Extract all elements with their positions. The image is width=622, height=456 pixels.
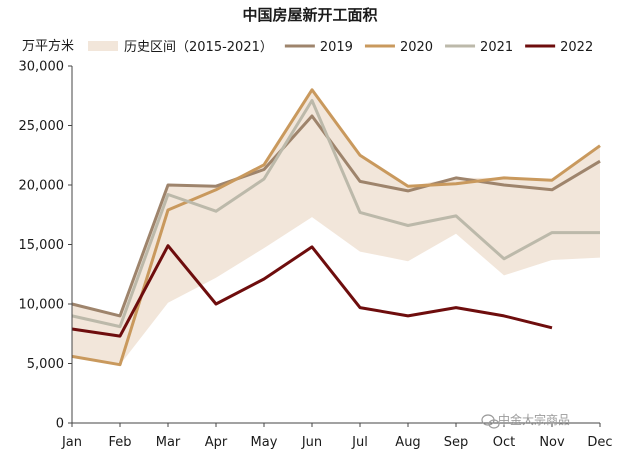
series-line-2020 xyxy=(71,88,601,367)
y-tick-label: 30,000 xyxy=(19,60,65,75)
watermark: 中金大宗商品 xyxy=(481,412,570,429)
x-tick-label: Aug xyxy=(395,435,420,450)
legend: 历史区间（2015-2021） 2019 2020 2021 2022 xyxy=(88,40,593,55)
x-tick-label: Sep xyxy=(444,435,469,450)
axes: 0 5,000 10,000 15,000 20,000 25,000 30,000 Jan F… xyxy=(19,60,613,451)
x-tick-label: Dec xyxy=(587,435,612,450)
x-tick-label: Mar xyxy=(156,435,181,450)
legend-swatch-band xyxy=(88,41,118,51)
x-tick-label: Jun xyxy=(301,435,322,450)
x-tick-label: Feb xyxy=(108,435,131,450)
series-line-2022 xyxy=(71,244,553,338)
y-tick-label: 0 xyxy=(56,417,64,432)
x-tick-label: Jan xyxy=(61,435,82,450)
y-axis-unit: 万平方米 xyxy=(22,38,74,54)
plot-area xyxy=(71,88,601,367)
legend-label-2022: 2022 xyxy=(560,40,593,55)
x-tick-label: May xyxy=(251,435,278,450)
legend-label-2020: 2020 xyxy=(400,40,433,55)
y-tick-label: 20,000 xyxy=(19,179,65,194)
y-tick-label: 15,000 xyxy=(19,238,65,253)
y-tick-label: 10,000 xyxy=(19,298,65,313)
watermark-text: 中金大宗商品 xyxy=(498,412,570,427)
band-historical-range xyxy=(72,89,600,365)
series-line-2021 xyxy=(71,99,600,329)
y-tick-label: 25,000 xyxy=(19,119,65,134)
legend-label-2021: 2021 xyxy=(480,40,513,55)
x-tick-label: Oct xyxy=(493,435,515,450)
legend-label-2019: 2019 xyxy=(320,40,353,55)
chart-title: 中国房屋新开工面积 xyxy=(242,6,377,24)
series-line-2019 xyxy=(71,114,601,318)
wechat-icon xyxy=(481,414,500,429)
y-tick-label: 5,000 xyxy=(27,357,64,372)
legend-label-band: 历史区间（2015-2021） xyxy=(124,40,273,55)
x-tick-label: Jul xyxy=(351,435,368,450)
x-tick-label: Apr xyxy=(205,435,228,450)
x-tick-label: Nov xyxy=(539,435,565,450)
